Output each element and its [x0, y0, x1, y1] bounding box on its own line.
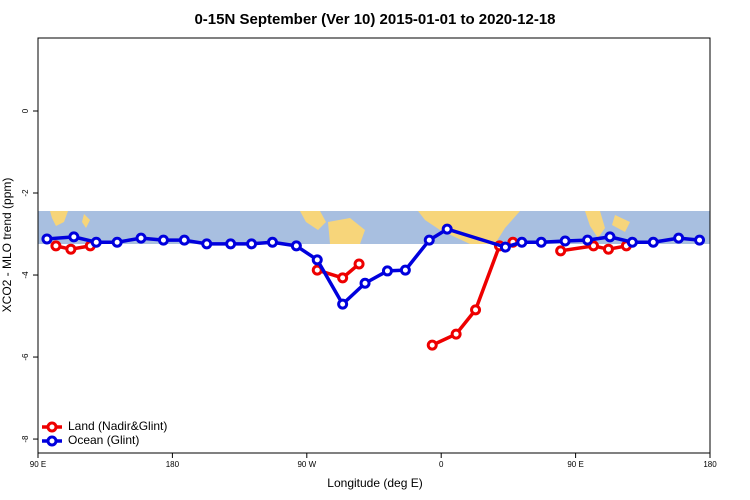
y-tick-label: -2: [21, 189, 30, 197]
point: [673, 232, 685, 244]
legend-label: Land (Nadir&Glint): [68, 419, 167, 433]
point: [381, 265, 393, 277]
point: [201, 238, 213, 250]
legend-marker: [46, 435, 58, 447]
point: [337, 298, 349, 310]
point: [225, 238, 237, 250]
point: [311, 254, 323, 266]
point: [246, 238, 258, 250]
point: [266, 236, 278, 248]
point: [337, 272, 349, 284]
point: [626, 236, 638, 248]
x-tick-label: 90 E: [567, 460, 583, 469]
point: [353, 258, 365, 270]
series-line: [55, 240, 627, 347]
plot-frame: [37, 37, 711, 454]
legend-label: Ocean (Glint): [68, 433, 139, 447]
y-tick-label: -4: [21, 271, 30, 279]
point: [90, 236, 102, 248]
point: [559, 235, 571, 247]
point: [423, 234, 435, 246]
point: [68, 231, 80, 243]
y-axis-label: XCO2 - MLO trend (ppm): [0, 178, 14, 313]
point: [178, 234, 190, 246]
x-axis-label: Longitude (deg E): [327, 476, 422, 490]
point: [111, 236, 123, 248]
y-tick-label: -8: [21, 435, 30, 443]
chart-title: 0-15N September (Ver 10) 2015-01-01 to 2…: [194, 11, 555, 28]
y-tick-label: -6: [21, 353, 30, 361]
point: [426, 339, 438, 351]
point: [647, 236, 659, 248]
point: [290, 240, 302, 252]
x-tick-label: 180: [703, 460, 717, 469]
legend-marker: [46, 421, 58, 433]
y-tick-label: 0: [21, 108, 30, 113]
point: [399, 264, 411, 276]
point: [41, 233, 53, 245]
x-tick-label: 180: [166, 460, 180, 469]
point: [602, 243, 614, 255]
point: [157, 234, 169, 246]
point: [694, 234, 706, 246]
point: [604, 231, 616, 243]
point: [441, 223, 453, 235]
point: [135, 232, 147, 244]
x-tick-label: 90 W: [297, 460, 316, 469]
point: [359, 277, 371, 289]
point: [499, 241, 511, 253]
point: [582, 234, 594, 246]
point: [535, 236, 547, 248]
point: [50, 240, 62, 252]
point: [65, 243, 77, 255]
x-tick-label: 0: [439, 460, 444, 469]
point: [450, 328, 462, 340]
point: [516, 236, 528, 248]
x-tick-label: 90 E: [30, 460, 46, 469]
point: [470, 304, 482, 316]
point: [555, 245, 567, 257]
